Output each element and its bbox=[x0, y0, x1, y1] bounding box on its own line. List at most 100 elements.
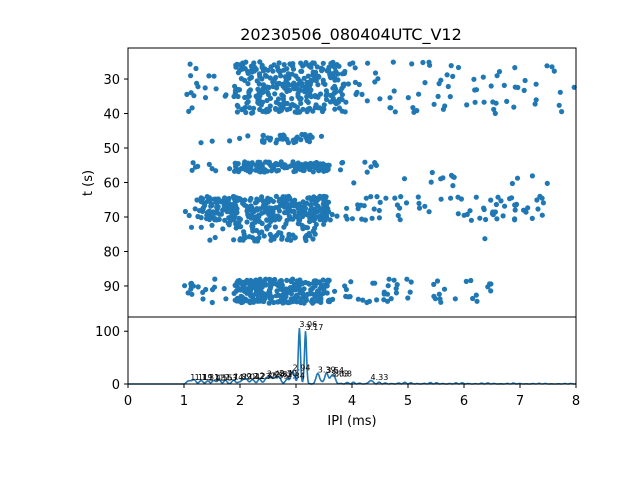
raster-point bbox=[362, 159, 368, 165]
raster-point bbox=[270, 79, 276, 85]
raster-point bbox=[401, 176, 408, 182]
raster-point bbox=[264, 89, 271, 95]
raster-point bbox=[203, 286, 209, 293]
raster-points bbox=[182, 59, 577, 306]
raster-point bbox=[414, 108, 420, 114]
peak-label: 1.89 bbox=[234, 372, 252, 381]
raster-point bbox=[259, 64, 265, 70]
raster-point bbox=[246, 90, 252, 96]
raster-point bbox=[232, 88, 238, 94]
raster-point bbox=[473, 292, 479, 298]
raster-point bbox=[407, 289, 413, 295]
raster-point bbox=[282, 74, 288, 80]
raster-point bbox=[302, 200, 308, 206]
raster-point bbox=[313, 102, 319, 108]
raster-point bbox=[251, 68, 257, 74]
raster-point bbox=[308, 287, 314, 293]
raster-point bbox=[250, 292, 256, 298]
raster-point bbox=[182, 208, 188, 215]
raster-point bbox=[245, 81, 251, 87]
raster-point bbox=[212, 234, 218, 241]
raster-point bbox=[267, 205, 273, 211]
peak-label: 3.54 bbox=[326, 366, 344, 375]
raster-point bbox=[441, 286, 448, 292]
raster-point bbox=[312, 93, 318, 99]
raster-point bbox=[500, 213, 506, 219]
raster-point bbox=[352, 79, 358, 85]
raster-point bbox=[187, 61, 193, 67]
raster-point bbox=[240, 200, 246, 206]
raster-point bbox=[267, 231, 273, 237]
raster-point bbox=[272, 91, 278, 97]
raster-point bbox=[368, 194, 374, 200]
raster-point bbox=[250, 223, 256, 230]
raster-point bbox=[246, 234, 252, 240]
raster-point bbox=[188, 224, 195, 230]
raster-point bbox=[274, 288, 280, 294]
raster-point bbox=[281, 67, 287, 73]
raster-point bbox=[470, 295, 476, 302]
raster-point bbox=[395, 212, 401, 219]
raster-point bbox=[540, 200, 547, 206]
raster-point bbox=[254, 78, 260, 84]
raster-point bbox=[467, 208, 473, 214]
raster-point bbox=[481, 205, 487, 211]
raster-point bbox=[397, 205, 403, 211]
raster-point bbox=[335, 99, 342, 105]
raster-point bbox=[509, 195, 515, 201]
raster-point bbox=[261, 233, 267, 239]
raster-point bbox=[284, 277, 290, 283]
raster-point bbox=[235, 93, 241, 100]
raster-point bbox=[436, 291, 442, 297]
raster-point bbox=[263, 276, 269, 282]
raster-point bbox=[267, 295, 273, 302]
raster-point bbox=[189, 291, 195, 297]
raster-point bbox=[281, 224, 287, 230]
raster-point bbox=[340, 81, 346, 87]
raster-point bbox=[320, 161, 326, 167]
raster-point bbox=[316, 214, 322, 220]
raster-point bbox=[262, 72, 269, 78]
raster-point bbox=[274, 299, 281, 305]
raster-point bbox=[189, 167, 195, 173]
raster-point bbox=[213, 168, 219, 174]
peak-label: 1.11 bbox=[190, 373, 208, 382]
raster-point bbox=[370, 280, 376, 286]
raster-point bbox=[535, 206, 541, 212]
raster-point bbox=[262, 199, 268, 205]
raster-point bbox=[455, 194, 461, 200]
raster-point bbox=[209, 138, 215, 144]
raster-point bbox=[416, 205, 423, 211]
raster-point bbox=[292, 167, 298, 173]
raster-point bbox=[236, 87, 243, 93]
raster-point bbox=[226, 222, 232, 228]
raster-point bbox=[194, 197, 200, 203]
raster-point bbox=[318, 133, 325, 139]
raster-point bbox=[248, 215, 254, 221]
raster-point bbox=[343, 99, 349, 105]
raster-point bbox=[319, 194, 325, 201]
raster-point bbox=[481, 99, 487, 105]
raster-point bbox=[320, 66, 326, 72]
raster-point bbox=[264, 226, 270, 232]
raster-point bbox=[525, 205, 531, 211]
raster-point bbox=[355, 296, 361, 302]
raster-point bbox=[522, 77, 528, 84]
raster-point bbox=[306, 137, 312, 143]
peak-label: 1.74 bbox=[225, 373, 243, 382]
raster-point bbox=[260, 293, 266, 299]
raster-point bbox=[544, 180, 550, 186]
raster-point bbox=[243, 298, 250, 304]
raster-point bbox=[509, 180, 515, 187]
raster-point bbox=[533, 81, 539, 87]
raster-point bbox=[491, 106, 497, 112]
raster-point bbox=[272, 213, 278, 219]
raster-point bbox=[474, 298, 480, 304]
raster-point bbox=[305, 91, 311, 97]
raster-point bbox=[256, 168, 262, 174]
raster-point bbox=[440, 175, 446, 181]
raster-point bbox=[447, 94, 453, 100]
raster-point bbox=[325, 298, 331, 304]
raster-point bbox=[366, 298, 372, 304]
